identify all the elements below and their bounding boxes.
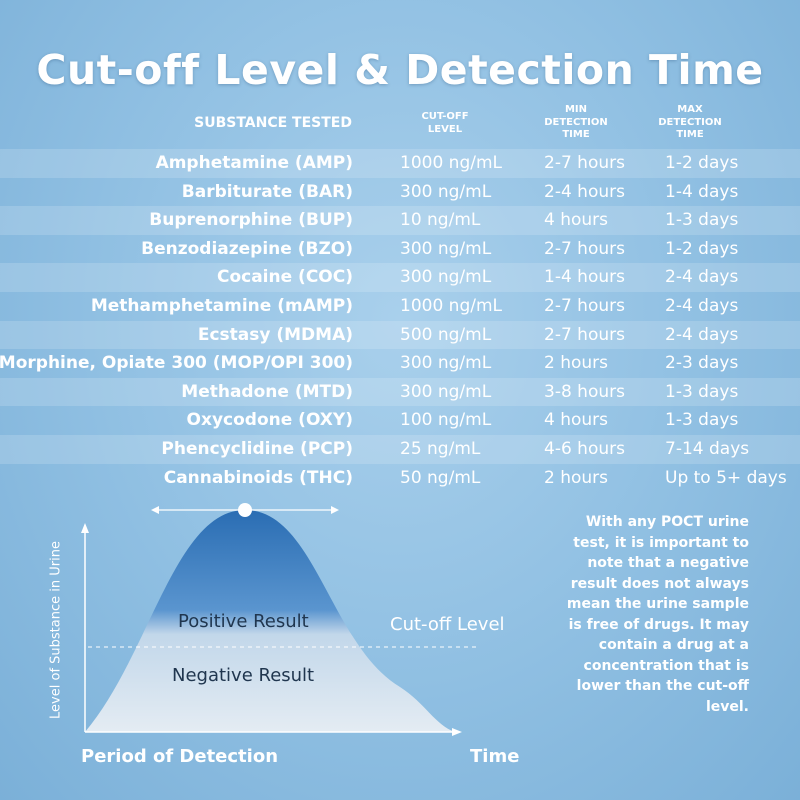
cutoff-cell: 500 ng/mL [400,324,492,345]
cutoff-cell: 1000 ng/mL [400,153,502,173]
max-detection-cell: 1-3 days [665,210,739,231]
header-cutoff: CUT-OFF LEVEL [421,111,469,135]
header-min-detection: MIN DETECTION TIME [544,104,608,140]
peak-dot-icon [238,503,252,517]
substance-cell: Amphetamine (AMP) [155,153,353,173]
min-detection-cell: 4 hours [544,210,609,231]
min-detection-cell: 1-4 hours [544,267,625,288]
table-row: Barbiturate (BAR) 300 ng/mL 2-4 hours 1-4 d… [0,178,800,207]
min-detection-cell: 4-6 hours [544,439,625,459]
page-title: Cut-off Level & Detection Time [36,46,764,94]
disclaimer-note: With any POCT urine test, it is importan… [566,514,749,715]
positive-result-label: Positive Result [178,611,309,632]
table-row: Ecstasy (MDMA) 500 ng/mL 2-7 hours 2-4 days [0,320,800,350]
header-max-detection: MAX DETECTION TIME [658,104,722,140]
table-row: Benzodiazepine (BZO) 300 ng/mL 2-7 hours 1-… [0,235,800,264]
substance-cell: Cocaine (COC) [216,267,353,288]
min-detection-cell: 3-8 hours [544,381,625,402]
min-detection-cell: 2-7 hours [544,296,625,316]
cutoff-cell: 300 ng/mL [400,267,492,288]
substance-cell: Oxycodone (OXY) [186,410,353,431]
max-detection-cell: 7-14 days [665,439,750,459]
cutoff-cell: 100 ng/mL [400,410,492,431]
min-detection-cell: 2 hours [544,467,609,488]
time-label: Time [470,746,520,767]
cutoff-cell: 50 ng/mL [400,467,481,488]
substance-cell: Morphine, Opiate 300 (MOP/OPI 300) [0,353,353,374]
cutoff-level-label: Cut-off Level [390,614,505,635]
detection-graph [81,503,480,736]
table-row: Cannabinoids (THC) 50 ng/mL 2 hours Up to 5… [0,464,800,493]
substance-cell: Benzodiazepine (BZO) [141,238,353,259]
cutoff-cell: 10 ng/mL [400,210,481,231]
min-detection-cell: 2-7 hours [544,238,625,259]
table-row: Phencyclidine (PCP) 25 ng/mL 4-6 hours 7-14… [0,435,800,464]
max-detection-cell: 2-3 days [665,353,739,374]
table-row: Oxycodone (OXY) 100 ng/mL 4 hours 1-3 days [0,406,800,435]
substance-cell: Methamphetamine (mAMP) [90,296,353,316]
header-substance: SUBSTANCE TESTED [194,115,352,131]
range-arrow-right-icon [331,506,339,514]
x-axis-label: Period of Detection [81,746,279,767]
substance-cell: Cannabinoids (THC) [163,467,353,488]
substance-cell: Buprenorphine (BUP) [149,210,353,231]
cutoff-cell: 300 ng/mL [400,181,492,202]
y-axis-label: Level of Substance in Urine [48,541,64,719]
substance-cell: Ecstasy (MDMA) [197,324,353,345]
max-detection-cell: 2-4 days [665,267,739,288]
min-detection-cell: 2 hours [544,353,609,374]
table-row: Methadone (MTD) 300 ng/mL 3-8 hours 1-3 day… [0,377,800,407]
min-detection-cell: 4 hours [544,410,609,431]
min-detection-cell: 2-7 hours [544,324,625,345]
cutoff-cell: 300 ng/mL [400,353,492,374]
range-arrow-left-icon [151,506,159,514]
table-row: Amphetamine (AMP) 1000 ng/mL 2-7 hours 1-2 … [0,149,800,178]
table-row: Morphine, Opiate 300 (MOP/OPI 300) 300 ng… [0,349,800,378]
x-axis-arrow-icon [452,728,462,736]
max-detection-cell: 1-2 days [665,238,739,259]
max-detection-cell: 2-4 days [665,296,739,316]
y-axis-arrow-icon [81,523,89,533]
negative-result-label: Negative Result [172,665,315,686]
substance-cell: Methadone (MTD) [181,381,353,402]
max-detection-cell: 1-3 days [665,410,739,431]
min-detection-cell: 2-4 hours [544,181,625,202]
substance-cell: Barbiturate (BAR) [181,181,353,202]
table-row: Cocaine (COC) 300 ng/mL 1-4 hours 2-4 days [0,263,800,292]
max-detection-cell: 1-2 days [665,153,739,173]
cutoff-cell: 300 ng/mL [400,381,492,402]
max-detection-cell: 1-3 days [665,381,739,402]
max-detection-cell: 2-4 days [665,324,739,345]
max-detection-cell: 1-4 days [665,181,739,202]
table-row: Methamphetamine (mAMP) 1000 ng/mL 2-7 hour… [0,292,800,321]
cutoff-cell: 300 ng/mL [400,238,492,259]
cutoff-cell: 1000 ng/mL [400,296,502,316]
max-detection-cell: Up to 5+ days [665,467,787,488]
cutoff-cell: 25 ng/mL [400,439,481,459]
table-row: Buprenorphine (BUP) 10 ng/mL 4 hours 1-3 da… [0,206,800,235]
min-detection-cell: 2-7 hours [544,153,625,173]
detection-curve [85,510,455,732]
substance-cell: Phencyclidine (PCP) [161,439,353,459]
